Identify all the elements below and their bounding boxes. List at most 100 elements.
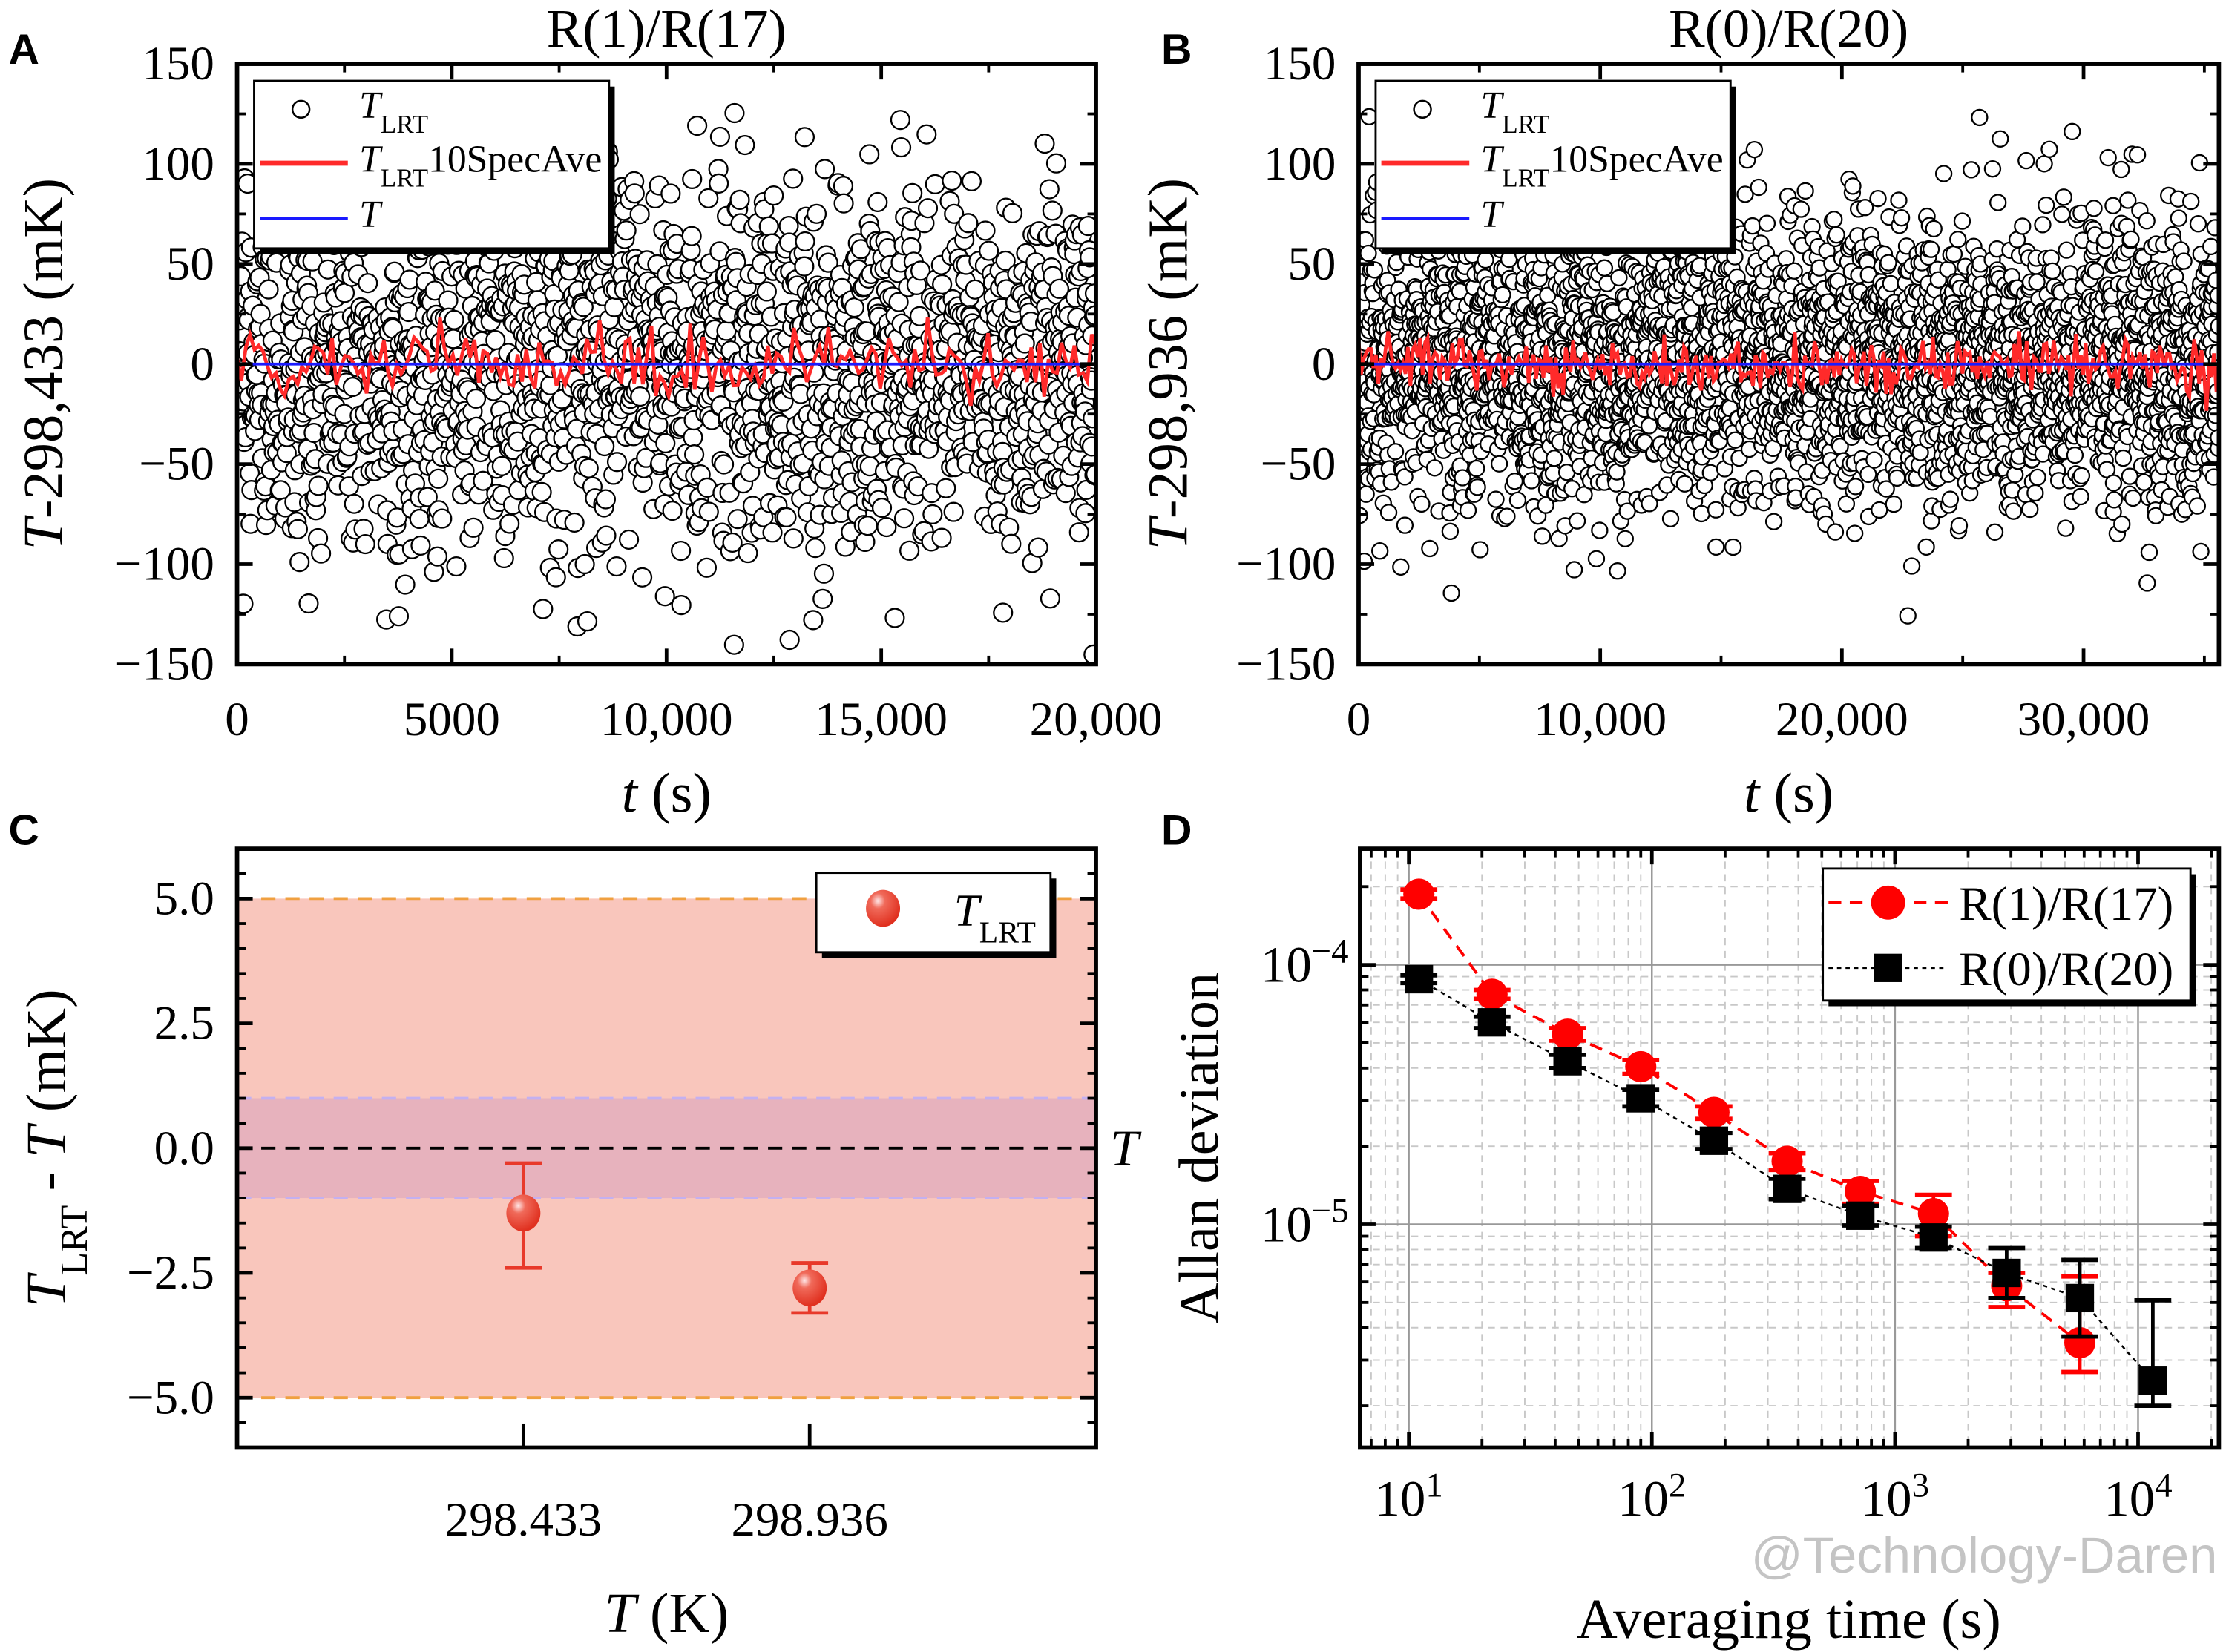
data-point xyxy=(1941,490,1960,508)
data-point xyxy=(1068,522,1089,543)
y-axis-label: T-298,433 (mK) xyxy=(12,178,75,550)
data-point xyxy=(2028,273,2046,291)
data-point xyxy=(803,610,824,631)
data-point xyxy=(1396,516,1414,534)
data-point xyxy=(2034,216,2052,234)
data-point xyxy=(2064,122,2081,141)
data-point xyxy=(871,497,893,519)
data-point xyxy=(409,508,430,530)
data-point xyxy=(698,501,719,522)
data-point xyxy=(358,273,378,294)
series-line-10specave xyxy=(237,317,1097,407)
data-point xyxy=(491,455,512,476)
data-point xyxy=(857,516,878,536)
data-point xyxy=(1844,177,1862,195)
data-point xyxy=(1468,459,1485,478)
data-point xyxy=(762,522,783,543)
data-point xyxy=(438,290,459,311)
data-point xyxy=(1917,538,1935,556)
data-point xyxy=(398,301,419,323)
data-point xyxy=(417,487,438,507)
data-point xyxy=(395,574,416,595)
data-point xyxy=(794,256,815,277)
data-point xyxy=(1992,130,2009,148)
data-point xyxy=(1922,240,1940,258)
data-point xyxy=(2040,140,2058,158)
data-point xyxy=(818,252,838,273)
data-point xyxy=(993,602,1014,623)
data-point xyxy=(1533,527,1552,545)
data-point xyxy=(545,567,566,588)
data-point xyxy=(2026,484,2044,502)
legend-label: T xyxy=(359,194,383,236)
y-tick-label: 100 xyxy=(142,137,214,191)
data-point xyxy=(355,533,375,555)
data-point xyxy=(916,124,937,145)
data-point xyxy=(783,168,804,189)
x-axis-label-text: (s) xyxy=(637,761,712,824)
data-point xyxy=(2055,188,2072,206)
data-point xyxy=(867,191,888,213)
data-point xyxy=(1882,274,1900,293)
legend-label-italic: T xyxy=(359,85,383,127)
panel-letter-b: B xyxy=(1161,26,1192,73)
data-point xyxy=(1487,490,1505,508)
data-point xyxy=(1986,523,2004,541)
data-point xyxy=(925,174,945,194)
y-tick-label: 150 xyxy=(142,37,214,91)
data-point xyxy=(2057,519,2075,537)
data-point xyxy=(2004,502,2023,520)
data-point xyxy=(1675,475,1694,493)
y-axis-label-italic: T xyxy=(12,515,75,550)
data-point xyxy=(1971,108,1989,127)
data-point xyxy=(1616,530,1634,547)
data-point xyxy=(1925,220,1943,238)
y-tick-label: 50 xyxy=(166,237,214,291)
data-point xyxy=(463,517,484,538)
data-point xyxy=(410,535,431,556)
data-point xyxy=(910,260,931,281)
data-point xyxy=(735,134,755,156)
data-point xyxy=(758,216,779,237)
data-point xyxy=(654,586,675,607)
data-point xyxy=(2017,151,2035,170)
data-point xyxy=(2021,500,2039,519)
y-tick-label: −50 xyxy=(139,438,214,491)
data-point xyxy=(684,444,705,465)
data-point xyxy=(1523,472,1540,490)
data-point xyxy=(1365,261,1384,279)
data-point xyxy=(594,435,615,457)
panel-b: 0 10,000 20,000 30,000−150−100−50050100150R… xyxy=(1136,0,2222,824)
data-point xyxy=(806,203,827,224)
data-point xyxy=(387,507,407,528)
data-point xyxy=(671,595,692,616)
data-point xyxy=(756,281,777,302)
data-point xyxy=(917,198,939,219)
data-point xyxy=(342,376,364,398)
data-point xyxy=(1693,504,1710,523)
data-point xyxy=(1828,226,1845,244)
data-point xyxy=(619,529,640,550)
data-point xyxy=(698,188,719,208)
data-point xyxy=(499,513,520,534)
data-point xyxy=(890,110,910,131)
plot-area xyxy=(1358,108,2219,625)
data-point xyxy=(961,171,982,191)
data-point xyxy=(1371,542,1389,560)
data-point xyxy=(942,170,962,191)
panel-letter-a: A xyxy=(9,26,39,73)
data-point xyxy=(1359,244,1377,263)
data-point xyxy=(446,556,467,577)
data-point xyxy=(578,458,599,478)
data-point xyxy=(2043,262,2061,280)
data-point xyxy=(1568,512,1586,530)
data-point xyxy=(1892,209,1911,227)
data-point xyxy=(1609,562,1626,580)
data-point xyxy=(1885,495,1902,513)
data-point xyxy=(655,432,676,454)
legend-label-text: 10SpecAve xyxy=(428,139,602,181)
data-point xyxy=(1546,450,1563,467)
data-point xyxy=(1468,478,1486,496)
data-point xyxy=(965,279,985,300)
data-point xyxy=(932,274,953,294)
